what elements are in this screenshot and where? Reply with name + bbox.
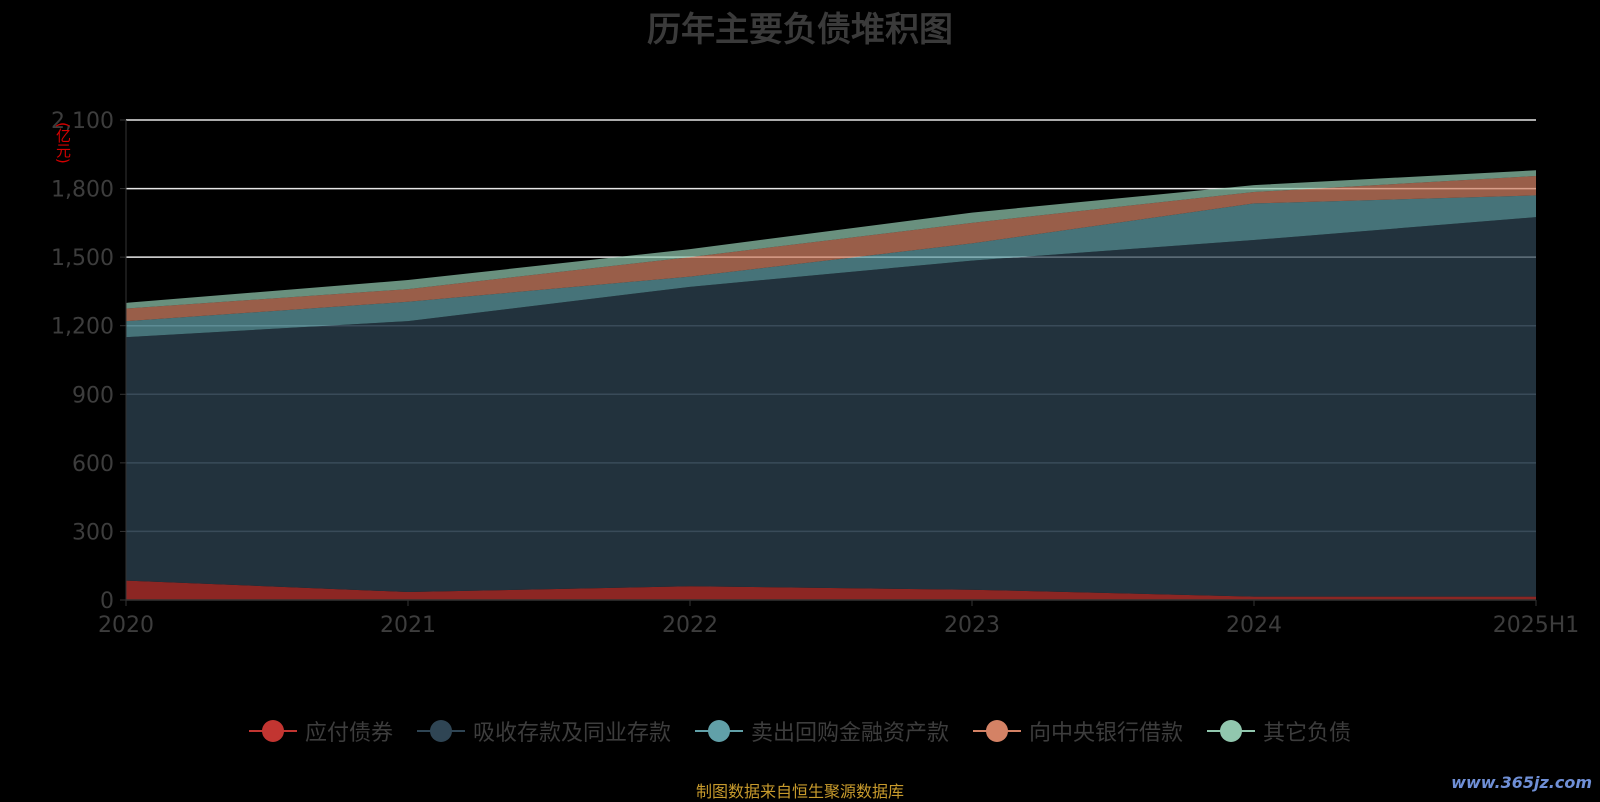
chart-title: 历年主要负债堆积图: [647, 10, 953, 50]
legend-item-2[interactable]: 卖出回购金融资产款: [694, 715, 949, 747]
y-tick-label: 1,800: [51, 178, 114, 203]
area-series: [126, 170, 1536, 600]
legend-item-0[interactable]: 应付债券: [248, 715, 393, 747]
watermark: www.365jz.com: [1451, 773, 1592, 792]
legend-item-1[interactable]: 吸收存款及同业存款: [416, 715, 671, 747]
legend-label: 吸收存款及同业存款: [472, 721, 671, 746]
x-tick-label: 2025H1: [1493, 613, 1580, 638]
y-tick-label: 1,500: [51, 246, 114, 271]
area-series-2: [126, 195, 1536, 338]
x-tick-label: 2022: [662, 613, 718, 638]
legend-marker: [1207, 717, 1256, 745]
x-tick-label: 2023: [944, 613, 1000, 638]
axes: 0 300 600 900 1,200 1,500 1,800 2,100 2020 2021 20…: [51, 109, 1579, 638]
legend: 应付债券 吸收存款及同业存款 卖出回购金融资产款 向中央银行借款 其它负债: [0, 715, 1600, 747]
y-tick-label: 2,100: [51, 109, 114, 134]
legend-label: 卖出回购金融资产款: [750, 721, 949, 746]
legend-label: 应付债券: [304, 721, 393, 746]
area-series-3: [126, 176, 1536, 322]
area-series-1: [126, 217, 1536, 597]
legend-marker: [416, 717, 465, 745]
legend-marker: [248, 717, 297, 745]
legend-label: 其它负债: [1263, 721, 1352, 746]
legend-label: 向中央银行借款: [1029, 721, 1184, 746]
y-tick-label: 0: [100, 589, 114, 614]
y-tick-label: 300: [72, 520, 114, 545]
x-tick-label: 2021: [380, 613, 436, 638]
area-series-0: [126, 580, 1536, 600]
legend-item-4[interactable]: 其它负债: [1207, 715, 1351, 747]
legend-item-3[interactable]: 向中央银行借款: [973, 715, 1183, 747]
y-tick-label: 1,200: [51, 315, 114, 340]
y-axis-unit: (亿元): [54, 122, 72, 164]
area-series-4: [126, 170, 1536, 309]
x-tick-label: 2024: [1226, 613, 1282, 638]
legend-marker: [694, 717, 743, 745]
y-tick-label: 900: [72, 383, 114, 408]
legend-marker: [973, 717, 1021, 745]
x-tick-label: 2020: [98, 613, 154, 638]
y-tick-label: 600: [72, 452, 114, 477]
data-source-note: 制图数据来自恒生聚源数据库: [695, 782, 904, 801]
